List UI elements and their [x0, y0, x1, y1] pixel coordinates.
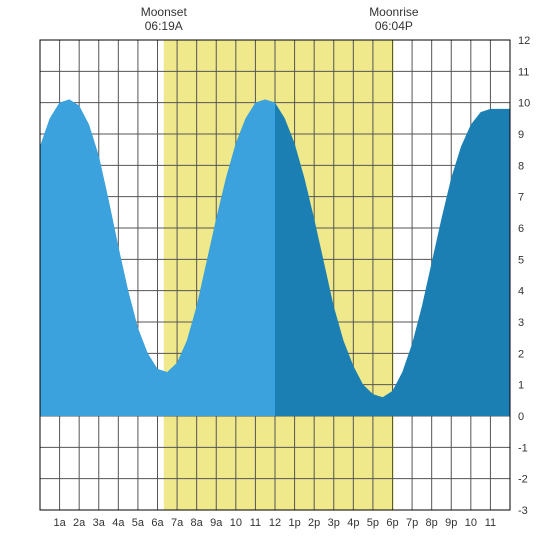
- x-tick-label: 6p: [386, 517, 398, 529]
- x-tick-label: 2a: [73, 517, 86, 529]
- y-tick-label: 8: [518, 160, 524, 172]
- y-tick-label: -3: [518, 505, 528, 517]
- x-tick-label: 7a: [171, 517, 184, 529]
- y-tick-label: -2: [518, 474, 528, 486]
- x-tick-label: 10: [230, 517, 242, 529]
- x-tick-label: 3p: [328, 517, 340, 529]
- y-tick-label: 3: [518, 317, 524, 329]
- x-tick-label: 5p: [367, 517, 379, 529]
- y-tick-label: -1: [518, 442, 528, 454]
- x-tick-label: 3a: [93, 517, 106, 529]
- y-tick-label: 12: [518, 35, 530, 47]
- y-tick-label: 7: [518, 192, 524, 204]
- x-tick-label: 11: [485, 517, 496, 529]
- x-tick-label: 9a: [210, 517, 223, 529]
- x-tick-label: 10: [465, 517, 477, 529]
- y-tick-label: 6: [518, 223, 524, 235]
- y-tick-label: 10: [518, 98, 530, 110]
- y-tick-label: 0: [518, 411, 524, 423]
- annotation-time: 06:04P: [375, 19, 413, 33]
- x-tick-label: 9p: [445, 517, 457, 529]
- x-tick-label: 7p: [406, 517, 418, 529]
- x-tick-label: 1a: [53, 517, 66, 529]
- x-tick-label: 11: [250, 517, 261, 529]
- y-tick-label: 4: [518, 286, 524, 298]
- annotation-label: Moonrise: [369, 5, 419, 19]
- x-tick-label: 4a: [112, 517, 125, 529]
- annotation-label: Moonset: [141, 5, 188, 19]
- x-tick-label: 2p: [308, 517, 320, 529]
- x-tick-label: 1p: [288, 517, 300, 529]
- x-tick-label: 8a: [191, 517, 204, 529]
- y-tick-label: 5: [518, 254, 524, 266]
- y-tick-label: 1: [518, 380, 524, 392]
- tide-chart: -3-2-101234567891011121a2a3a4a5a6a7a8a9a…: [0, 0, 550, 550]
- x-tick-label: 12: [269, 517, 281, 529]
- y-tick-label: 2: [518, 348, 524, 360]
- y-tick-label: 11: [518, 66, 529, 78]
- x-tick-label: 6a: [151, 517, 164, 529]
- chart-svg: -3-2-101234567891011121a2a3a4a5a6a7a8a9a…: [0, 0, 550, 550]
- x-tick-label: 4p: [347, 517, 359, 529]
- x-tick-label: 8p: [426, 517, 438, 529]
- x-tick-label: 5a: [132, 517, 145, 529]
- y-tick-label: 9: [518, 129, 524, 141]
- annotation-time: 06:19A: [145, 19, 183, 33]
